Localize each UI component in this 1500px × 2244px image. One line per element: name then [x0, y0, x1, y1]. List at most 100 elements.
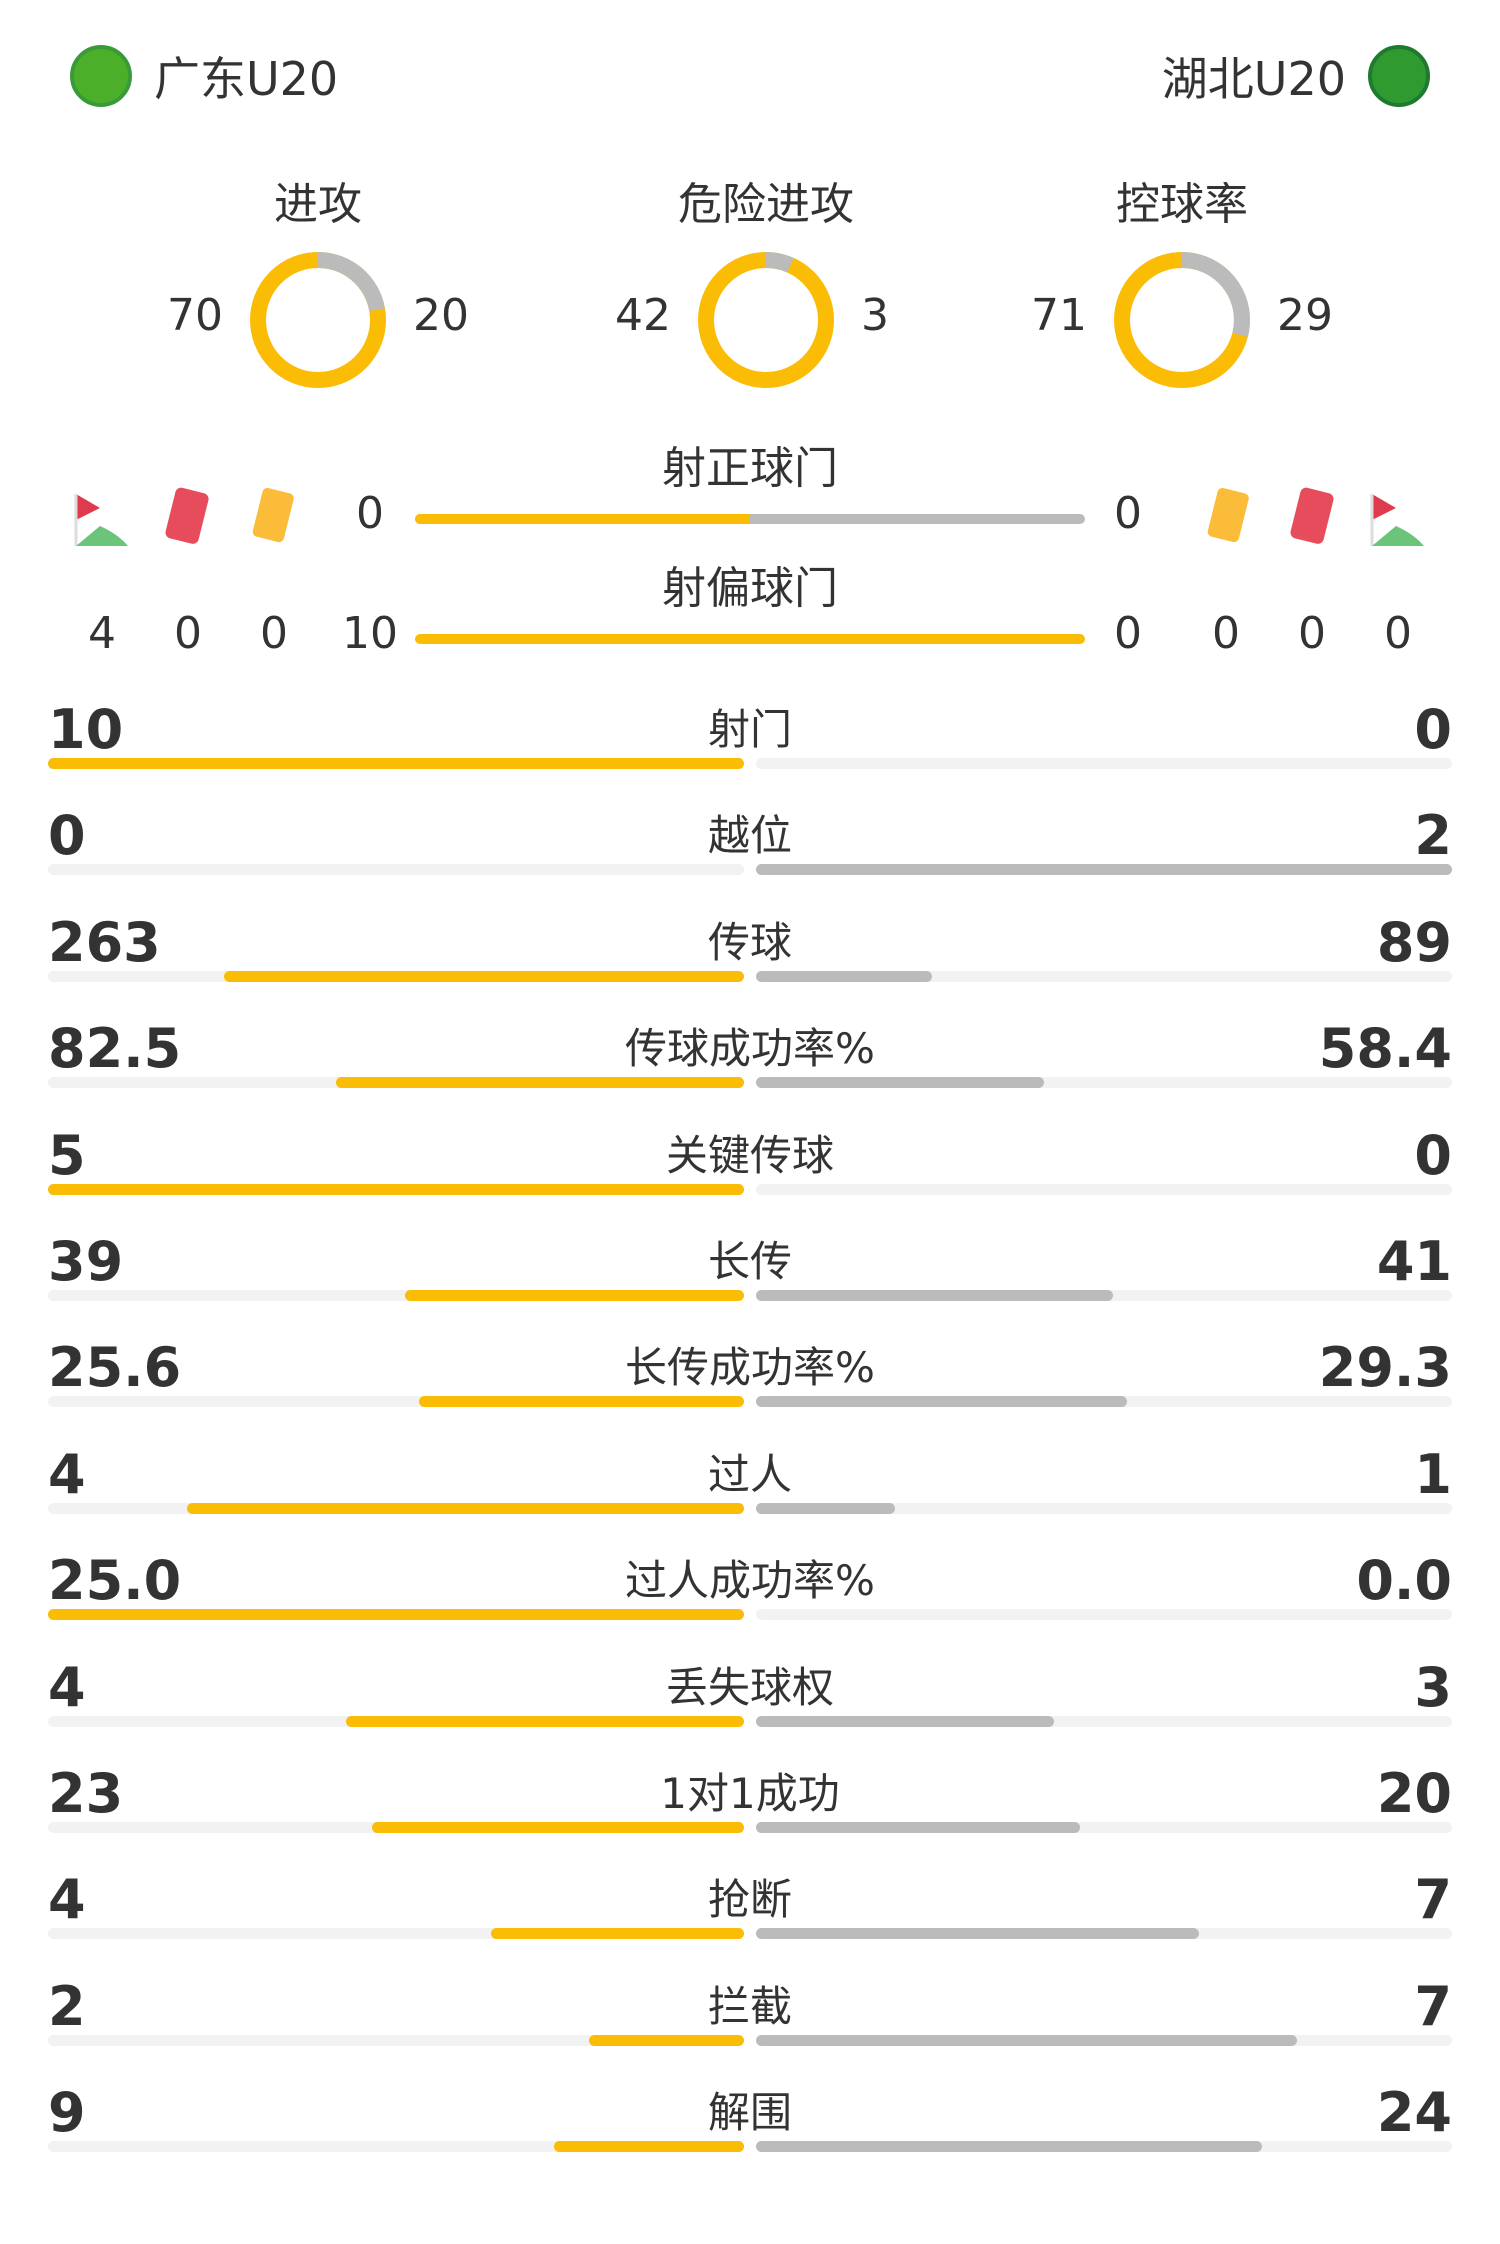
stat-away-value: 41 [1376, 1230, 1452, 1293]
stat-away-track [756, 970, 1452, 982]
away-yellow-cards: 0 [1212, 608, 1240, 659]
shots-off-label: 射偏球门 [662, 563, 838, 614]
stat-row: 25.0 过人成功率% 0.0 [48, 1541, 1452, 1647]
stat-row: 9 解围 24 [48, 2073, 1452, 2179]
stat-away-track [756, 864, 1452, 876]
stat-home-value: 39 [48, 1230, 124, 1293]
stat-home-value: 25.0 [48, 1549, 182, 1613]
stat-away-track [756, 2034, 1452, 2046]
shots-on-bar [415, 514, 1085, 524]
away-team[interactable]: 湖北U20 [1162, 44, 1430, 108]
stat-row: 4 过人 1 [48, 1435, 1452, 1541]
stat-label: 丢失球权 [665, 1662, 834, 1712]
stat-away-track [756, 1290, 1452, 1301]
donut-title: 危险进攻 [678, 179, 854, 230]
stat-row: 82.5 传球成功率% 58.4 [48, 1009, 1452, 1115]
donut-away-value: 29 [1277, 290, 1333, 341]
shots-on-away: 0 [1114, 488, 1142, 539]
donut-away-arc [1114, 252, 1250, 388]
stat-label: 传球 [707, 917, 792, 967]
stat-row: 23 1对1成功 20 [48, 1754, 1452, 1860]
stat-away-bar [756, 1290, 1113, 1301]
stat-home-bar [48, 1609, 744, 1621]
stat-home-track [48, 970, 744, 982]
away-corner-flag-icon [1370, 494, 1424, 546]
stat-home-track [48, 2141, 744, 2153]
stat-home-track [48, 1077, 744, 1089]
stat-away-bar [756, 1396, 1128, 1408]
stat-home-value: 263 [48, 910, 161, 974]
stat-home-track [48, 1822, 744, 1833]
home-team[interactable]: 广东U20 [70, 44, 338, 108]
away-yellow-card-icon [1207, 487, 1249, 543]
stat-away-track [756, 1928, 1452, 1940]
stat-away-value: 0 [1414, 698, 1452, 761]
away-corners: 0 [1384, 608, 1412, 659]
stat-home-value: 5 [48, 1123, 86, 1187]
away-red-cards: 0 [1298, 608, 1326, 659]
stat-row: 0 越位 2 [48, 796, 1452, 902]
home-corners: 4 [88, 608, 116, 659]
home-team-logo [70, 45, 132, 107]
donut-home-value: 70 [167, 290, 223, 341]
stat-home-value: 2 [48, 1974, 86, 2038]
corner-flag-icon [74, 494, 128, 546]
stat-away-track [756, 2141, 1452, 2153]
stat-away-track [756, 1396, 1452, 1408]
stat-row: 10 射门 0 [48, 690, 1452, 796]
donut-chart [250, 252, 386, 388]
stat-home-bar [48, 758, 744, 769]
stat-away-bar [756, 1822, 1080, 1833]
stat-away-bar [756, 970, 932, 982]
shots-off-home: 10 [342, 608, 398, 659]
stat-away-bar [756, 864, 1452, 876]
stat-away-value: 89 [1376, 910, 1452, 974]
stat-away-value: 20 [1376, 1762, 1452, 1825]
stat-row: 2 拦截 7 [48, 1967, 1452, 2073]
stat-home-value: 4 [48, 1868, 86, 1932]
donut-title: 进攻 [274, 179, 362, 230]
stat-away-bar [756, 1502, 896, 1514]
stat-home-value: 82.5 [48, 1017, 182, 1081]
stat-away-track [756, 1715, 1452, 1727]
stat-home-bar [48, 1183, 744, 1195]
stat-home-bar [419, 1396, 744, 1408]
stat-home-value: 25.6 [48, 1336, 182, 1400]
stat-home-bar [404, 1290, 744, 1301]
stat-label: 越位 [707, 811, 792, 861]
stat-home-value: 0 [48, 804, 86, 868]
stat-away-track [756, 1183, 1452, 1195]
away-team-name: 湖北U20 [1161, 52, 1346, 106]
stat-home-track [48, 1396, 744, 1408]
away-team-logo [1368, 45, 1430, 107]
stat-home-track [48, 2034, 744, 2046]
donut-away-value: 20 [413, 290, 469, 341]
stat-row: 4 抢断 7 [48, 1860, 1452, 1966]
stat-home-bar [336, 1077, 744, 1089]
shots-off-bar [415, 634, 1085, 644]
stat-home-track [48, 1290, 744, 1301]
stat-home-track [48, 1609, 744, 1621]
stat-away-bar [756, 1928, 1199, 1940]
stat-away-track [756, 1077, 1452, 1089]
stat-home-bar [346, 1715, 744, 1727]
stat-label: 射门 [707, 705, 792, 754]
stat-home-track [48, 1928, 744, 1940]
stat-home-value: 9 [48, 2081, 86, 2145]
stat-home-bar [223, 970, 744, 982]
stat-home-bar [589, 2034, 744, 2046]
stat-label: 拦截 [707, 1981, 792, 2031]
stat-home-bar [490, 1928, 744, 1940]
stat-row: 25.6 长传成功率% 29.3 [48, 1328, 1452, 1434]
stat-away-value: 1 [1414, 1442, 1452, 1506]
stat-row: 4 丢失球权 3 [48, 1648, 1452, 1754]
stat-label: 长传 [707, 1237, 792, 1286]
stat-home-track [48, 1183, 744, 1195]
donut-home-value: 71 [1031, 290, 1087, 341]
stat-away-value: 24 [1376, 2081, 1452, 2145]
donut-away-value: 3 [861, 290, 889, 341]
stat-away-value: 0.0 [1356, 1549, 1452, 1613]
donut-title: 控球率 [1116, 179, 1248, 230]
shots-on-home: 0 [356, 488, 384, 539]
stat-label: 过人 [707, 1449, 792, 1499]
